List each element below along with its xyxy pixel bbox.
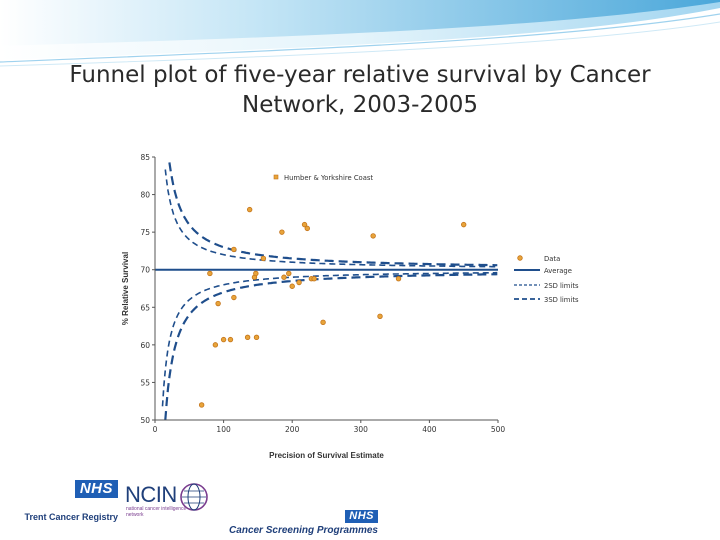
y-tick-label-75: 75 <box>140 228 150 237</box>
header-wave-line-2 <box>0 21 720 67</box>
data-point-8 <box>231 246 237 253</box>
data-point-15 <box>279 229 285 235</box>
x-tick-label-0: 0 <box>153 425 158 434</box>
x-tick-label-100: 100 <box>216 425 231 434</box>
header-wave-line <box>0 13 720 63</box>
trent-cancer-registry-logo: NHS Trent Cancer Registry <box>18 478 118 522</box>
data-point-19 <box>296 279 302 286</box>
data-point-26 <box>377 313 383 320</box>
y-tick-label-85: 85 <box>140 153 150 162</box>
data-point-10 <box>246 206 253 213</box>
x-tick-label-300: 300 <box>354 425 369 434</box>
legend-swatch-data <box>517 255 523 261</box>
ncin-logo: NCIN national cancer intelligence networ… <box>123 480 213 526</box>
data-point-7 <box>231 294 237 301</box>
legend-label-data: Data <box>544 255 560 263</box>
x-axis-label: Precision of Survival Estimate <box>269 451 384 460</box>
data-point-28 <box>461 221 467 228</box>
annotation-label: Humber & Yorkshire Coast <box>284 174 373 182</box>
data-point-20 <box>301 221 308 228</box>
data-point-18 <box>289 283 295 289</box>
annotation: Humber & Yorkshire Coast <box>273 174 373 182</box>
funnel-lines <box>155 162 498 421</box>
x-tick-label-500: 500 <box>491 425 506 434</box>
y-tick-label-65: 65 <box>140 303 150 312</box>
y-tick-label-70: 70 <box>140 266 150 275</box>
ncin-subtitle: national cancer intelligence network <box>126 506 187 518</box>
title-line-1: Funnel plot of five-year relative surviv… <box>69 62 651 88</box>
data-point-13 <box>253 334 260 341</box>
legend-label-3sd: 3SD limits <box>544 296 579 304</box>
ncin-globe-icon <box>180 483 208 511</box>
ncin-wordmark: NCIN <box>125 482 177 507</box>
data-point-14 <box>260 255 267 262</box>
slide-title: Funnel plot of five-year relative surviv… <box>40 60 680 120</box>
cancer-screening-logo: NHS Cancer Screening Programmes <box>218 504 378 536</box>
legend: Data Average 2SD limits 3SD limits <box>514 255 579 304</box>
lower-2sd-limit <box>161 271 498 407</box>
title-line-2: Network, 2003-2005 <box>241 92 479 118</box>
axes: 50 55 60 65 70 75 80 85 0 100 200 300 400 500 Precisio… <box>121 153 505 460</box>
y-tick-label-55: 55 <box>140 378 150 387</box>
legend-label-2sd: 2SD limits <box>544 282 579 290</box>
screening-caption: Cancer Screening Programmes <box>229 525 378 536</box>
data-point-2 <box>207 270 213 277</box>
data-point-24 <box>320 319 326 326</box>
upper-2sd-limit <box>164 169 498 268</box>
data-points <box>198 206 467 408</box>
data-point-5 <box>220 336 227 343</box>
y-tick-label-80: 80 <box>140 191 150 200</box>
data-point-27 <box>395 276 402 282</box>
data-point-21 <box>304 225 310 232</box>
x-tick-label-400: 400 <box>422 425 437 434</box>
nhs-logo-small: NHS <box>345 510 378 523</box>
lower-3sd-limit <box>164 273 498 421</box>
footer-logos: NHS Trent Cancer Registry NCIN national … <box>0 470 720 540</box>
chart-area <box>98 130 610 470</box>
data-point-1 <box>198 402 205 408</box>
data-point-16 <box>281 274 287 280</box>
trent-caption: Trent Cancer Registry <box>24 512 118 522</box>
nhs-logo: NHS <box>74 480 118 498</box>
annotation-marker <box>273 174 279 180</box>
data-point-3 <box>212 342 219 348</box>
funnel-plot-chart: 50 55 60 65 70 75 80 85 0 100 200 300 400 500 Precisio… <box>98 130 610 470</box>
y-axis-label: % Relative Survival <box>121 252 130 325</box>
data-point-23 <box>311 276 317 282</box>
upper-3sd-limit <box>168 162 498 267</box>
data-point-12 <box>253 270 259 277</box>
data-point-4 <box>215 300 221 307</box>
y-tick-label-60: 60 <box>140 341 150 350</box>
data-point-17 <box>286 270 292 277</box>
data-point-9 <box>244 334 251 341</box>
header-wave-front <box>0 0 720 46</box>
y-tick-label-50: 50 <box>140 416 150 425</box>
legend-label-average: Average <box>544 267 572 275</box>
data-point-25 <box>370 233 376 239</box>
x-tick-label-200: 200 <box>285 425 300 434</box>
data-point-6 <box>227 336 234 343</box>
